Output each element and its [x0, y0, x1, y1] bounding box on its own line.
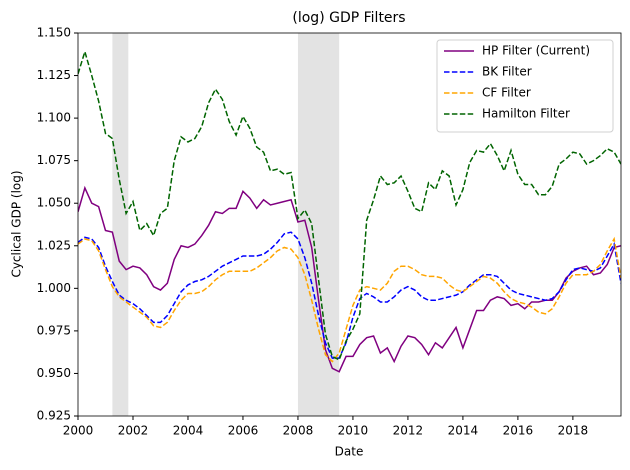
y-tick-label: 1.025: [37, 238, 71, 252]
x-tick-label: 2008: [283, 424, 314, 438]
legend-label: CF Filter: [482, 86, 531, 100]
legend-box: [436, 39, 614, 133]
x-tick-label: 2018: [558, 424, 589, 438]
x-tick-label: 2012: [393, 424, 424, 438]
y-tick-label: 1.075: [37, 153, 71, 167]
x-tick-label: 2006: [228, 424, 259, 438]
x-tick-label: 2014: [448, 424, 479, 438]
series-line: [78, 236, 621, 363]
y-tick-label: 0.975: [37, 323, 71, 337]
x-tick-label: 2010: [338, 424, 369, 438]
shaded-region: [297, 33, 340, 416]
legend-label: BK Filter: [482, 65, 532, 79]
series-line: [78, 185, 621, 373]
series-line: [78, 49, 621, 361]
x-tick-label: 2000: [63, 424, 94, 438]
y-tick-label: 0.950: [37, 366, 71, 380]
x-axis-label: Date: [335, 445, 364, 459]
plot-lines: [78, 49, 621, 373]
y-tick-label: 1.050: [37, 196, 71, 210]
y-tick-label: 1.150: [37, 26, 71, 40]
plot-frame: [77, 32, 622, 417]
y-tick-label: 1.000: [37, 281, 71, 295]
x-tick-label: 2016: [503, 424, 534, 438]
y-axis-label: Cyclical GDP (log): [10, 170, 24, 277]
legend-label: HP Filter (Current): [482, 44, 590, 58]
legend-label: Hamilton Filter: [482, 107, 570, 121]
series-line: [78, 231, 621, 359]
y-tick-label: 0.925: [37, 409, 71, 423]
shaded-region: [112, 33, 129, 416]
y-tick-label: 1.125: [37, 68, 71, 82]
chart-title: (log) GDP Filters: [292, 10, 405, 26]
y-tick-label: 1.100: [37, 111, 71, 125]
x-tick-label: 2002: [118, 424, 149, 438]
x-tick-label: 2004: [173, 424, 204, 438]
